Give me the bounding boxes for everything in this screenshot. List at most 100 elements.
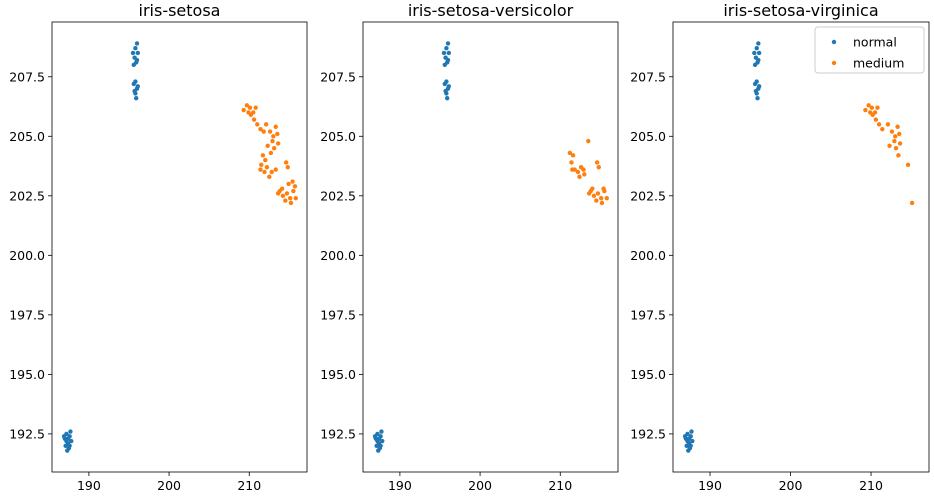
series-medium xyxy=(863,103,915,206)
y-tick-label: 207.5 xyxy=(320,69,356,84)
series-medium xyxy=(567,138,609,206)
data-point xyxy=(275,131,280,137)
data-point xyxy=(133,91,138,96)
legend-frame xyxy=(814,26,925,74)
data-point xyxy=(889,129,895,134)
data-point xyxy=(268,150,274,156)
data-point xyxy=(273,167,278,172)
data-point xyxy=(586,138,591,144)
data-point xyxy=(444,45,449,51)
data-point xyxy=(251,117,257,122)
data-point xyxy=(866,103,871,108)
x-tick-label: 200 xyxy=(779,478,803,493)
data-point xyxy=(604,195,609,201)
data-point xyxy=(283,198,288,203)
data-point xyxy=(263,122,269,127)
data-point xyxy=(65,448,70,453)
x-tick-label: 210 xyxy=(237,478,261,493)
data-point xyxy=(61,434,67,439)
data-point xyxy=(756,84,762,89)
data-point xyxy=(283,160,289,165)
data-point xyxy=(275,141,281,146)
data-point xyxy=(271,134,276,139)
data-point xyxy=(567,150,573,156)
data-point xyxy=(135,50,140,56)
subplot-2: iris-setosa-versicolor 190 200 210 192.5 195.… xyxy=(320,1,619,493)
data-point xyxy=(909,200,915,206)
data-point xyxy=(445,57,451,63)
data-point xyxy=(291,188,296,194)
data-point xyxy=(261,129,266,134)
data-point xyxy=(569,160,574,165)
data-point xyxy=(258,167,263,172)
data-point xyxy=(262,169,267,175)
y-tick-label: 207.5 xyxy=(630,69,666,84)
data-point xyxy=(260,153,266,158)
data-point xyxy=(601,186,606,191)
data-point xyxy=(582,172,587,177)
axes-frame xyxy=(672,21,930,473)
data-point xyxy=(265,143,270,149)
series-normal xyxy=(61,41,140,453)
y-tick-label: 205.0 xyxy=(630,129,666,144)
data-point xyxy=(285,165,290,170)
data-point xyxy=(586,191,592,196)
data-point xyxy=(263,157,268,163)
data-point xyxy=(897,131,902,137)
data-point xyxy=(134,57,140,63)
data-point xyxy=(68,429,73,434)
data-point xyxy=(290,179,295,184)
y-tick-label: 192.5 xyxy=(9,426,45,441)
x-tick-label: 210 xyxy=(859,478,883,493)
x-tick-label: 190 xyxy=(77,478,101,493)
subplot-title: iris-setosa xyxy=(139,1,221,20)
data-point xyxy=(868,110,873,115)
data-point xyxy=(247,105,253,110)
data-point xyxy=(446,84,451,89)
data-point xyxy=(292,184,298,189)
data-point xyxy=(880,126,885,132)
y-tick-label: 205.0 xyxy=(320,129,356,144)
data-point xyxy=(689,429,694,434)
data-point xyxy=(255,122,260,127)
data-point xyxy=(897,141,903,146)
data-point xyxy=(577,174,582,179)
y-tick-label: 192.5 xyxy=(320,426,356,441)
axes-frame xyxy=(51,21,308,473)
y-tick-label: 205.0 xyxy=(9,129,45,144)
data-point xyxy=(581,167,586,172)
data-point xyxy=(444,91,449,96)
data-point xyxy=(756,50,762,56)
x-tick-label: 190 xyxy=(698,478,722,493)
data-point xyxy=(752,81,758,87)
data-point xyxy=(684,443,689,449)
data-point xyxy=(570,153,576,158)
data-point xyxy=(685,438,690,444)
data-point xyxy=(67,443,72,449)
data-point xyxy=(869,105,875,110)
legend-label: normal xyxy=(853,35,897,50)
series-normal xyxy=(682,41,762,453)
y-tick-label: 192.5 xyxy=(630,426,666,441)
data-point xyxy=(64,438,69,444)
legend-marker xyxy=(831,39,837,45)
series-normal xyxy=(372,41,451,453)
y-tick-label: 197.5 xyxy=(320,307,356,322)
data-point xyxy=(876,122,882,127)
data-point xyxy=(754,91,759,96)
data-point xyxy=(905,162,911,168)
data-point xyxy=(893,145,899,151)
x-tick-label: 190 xyxy=(388,478,412,493)
data-point xyxy=(380,438,385,444)
data-point xyxy=(269,169,274,175)
data-point xyxy=(372,434,378,439)
data-point xyxy=(287,195,293,201)
data-point xyxy=(288,200,294,206)
data-point xyxy=(258,126,263,132)
data-point xyxy=(445,41,451,46)
data-point xyxy=(873,117,879,122)
data-point xyxy=(598,195,604,201)
y-tick-label: 195.0 xyxy=(630,367,666,382)
data-point xyxy=(442,62,447,68)
